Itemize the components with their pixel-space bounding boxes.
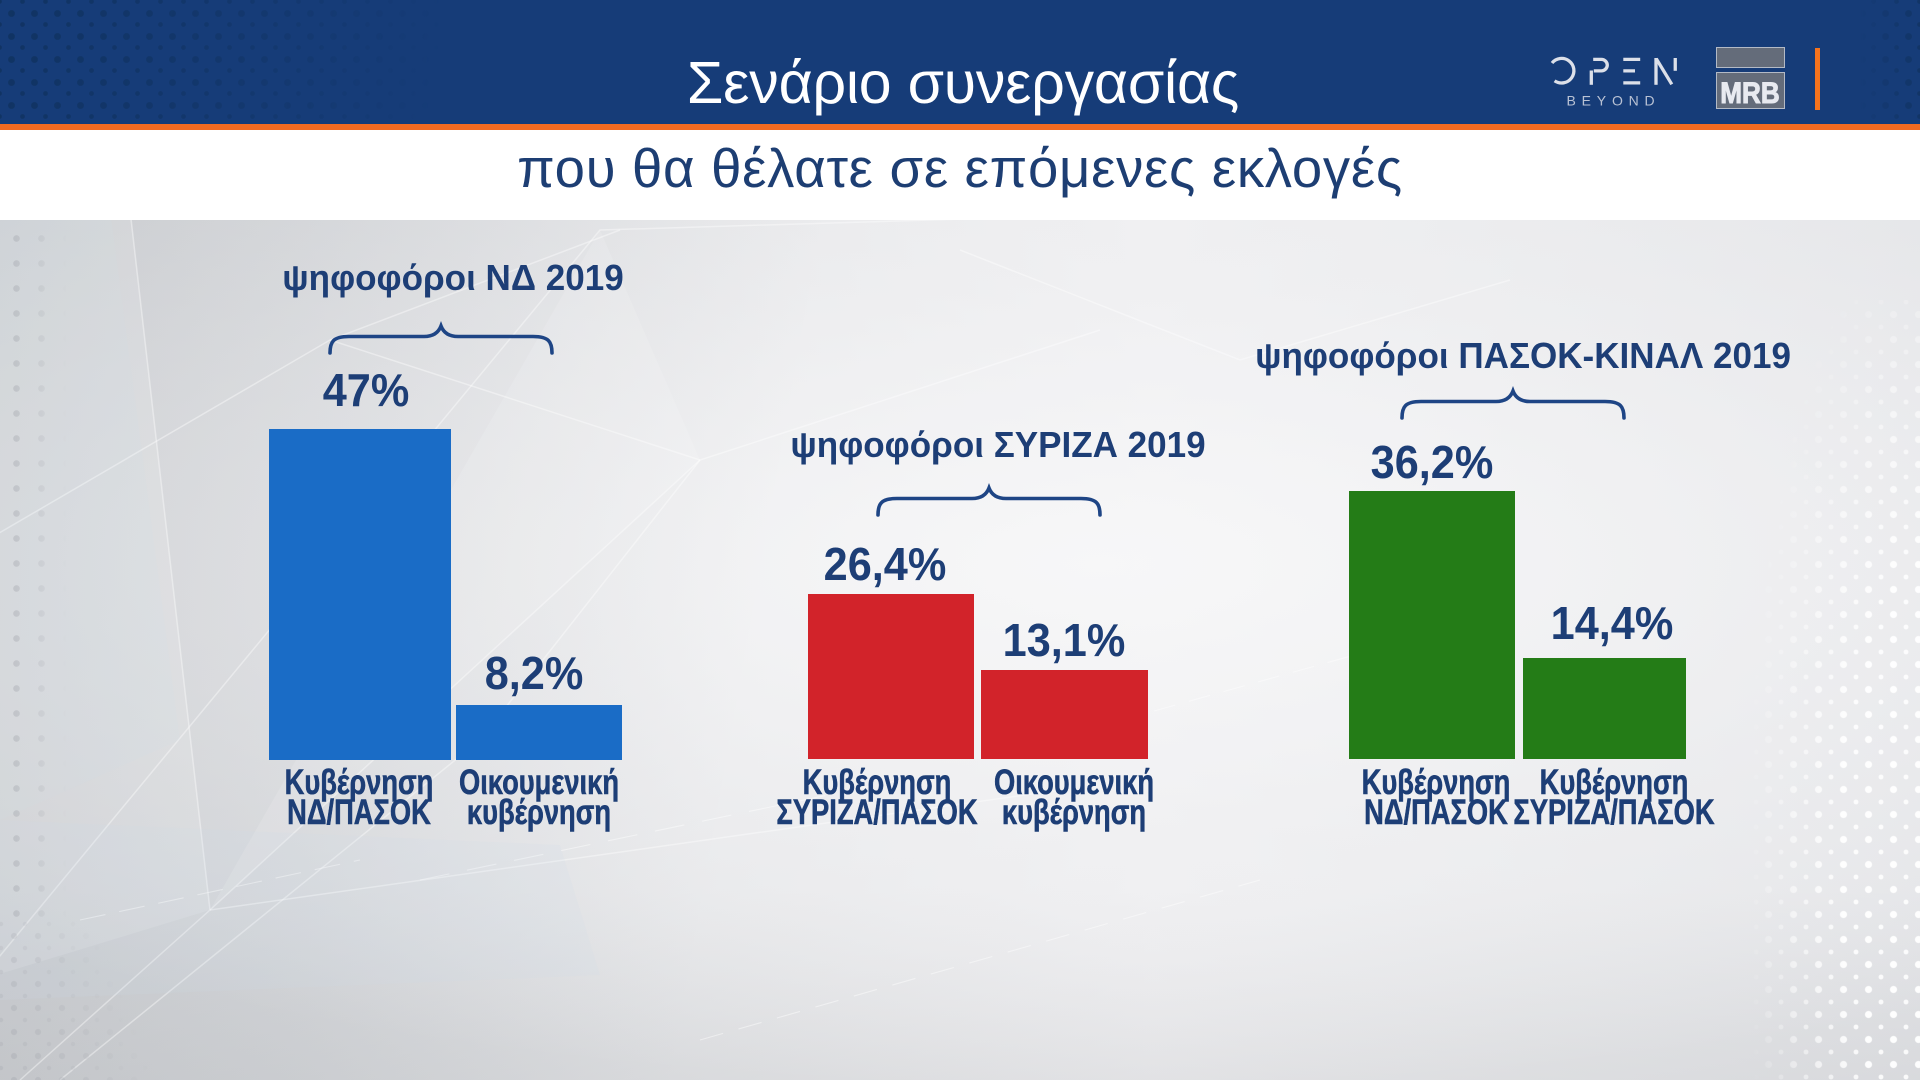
svg-text:BEYOND: BEYOND — [1567, 93, 1661, 109]
